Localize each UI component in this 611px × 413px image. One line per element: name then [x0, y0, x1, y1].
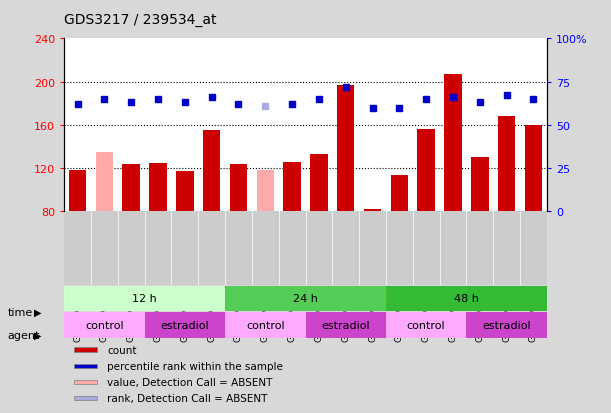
Bar	[74, 396, 98, 401]
Bar	[149, 163, 167, 212]
Bar	[69, 171, 86, 212]
Bar	[310, 154, 327, 212]
Text: estradiol: estradiol	[321, 320, 370, 330]
Text: agent: agent	[7, 330, 40, 340]
Text: GDS3217 / 239534_at: GDS3217 / 239534_at	[64, 13, 217, 27]
Text: control: control	[407, 320, 445, 330]
Bar	[390, 175, 408, 212]
Bar	[225, 312, 306, 338]
Bar	[74, 364, 98, 368]
Bar	[122, 164, 140, 212]
Bar	[466, 312, 547, 338]
Bar	[364, 209, 381, 212]
Bar	[225, 286, 386, 311]
Bar	[96, 152, 113, 212]
Bar	[64, 312, 145, 338]
Bar	[471, 158, 489, 212]
Bar	[386, 312, 466, 338]
Text: control: control	[85, 320, 123, 330]
Bar	[306, 312, 386, 338]
Text: 12 h: 12 h	[132, 294, 157, 304]
Bar	[417, 130, 435, 212]
Text: rank, Detection Call = ABSENT: rank, Detection Call = ABSENT	[107, 393, 268, 403]
Bar	[176, 172, 194, 212]
Text: count: count	[107, 345, 137, 355]
Bar	[525, 126, 542, 212]
Text: estradiol: estradiol	[161, 320, 209, 330]
Text: estradiol: estradiol	[482, 320, 531, 330]
Bar	[386, 286, 547, 311]
Text: 24 h: 24 h	[293, 294, 318, 304]
Bar	[64, 286, 225, 311]
Bar	[257, 171, 274, 212]
Bar	[284, 162, 301, 212]
Bar	[444, 75, 462, 212]
Bar	[74, 348, 98, 352]
Text: control: control	[246, 320, 285, 330]
Bar	[145, 312, 225, 338]
Bar	[230, 164, 247, 212]
Text: time: time	[7, 307, 32, 317]
Text: 48 h: 48 h	[454, 294, 479, 304]
Text: value, Detection Call = ABSENT: value, Detection Call = ABSENT	[107, 377, 273, 387]
Bar	[498, 117, 515, 212]
Text: ▶: ▶	[34, 307, 42, 317]
Bar	[74, 380, 98, 385]
Text: percentile rank within the sample: percentile rank within the sample	[107, 361, 283, 371]
Bar	[203, 131, 221, 212]
Text: ▶: ▶	[34, 330, 42, 340]
Bar	[337, 85, 354, 212]
